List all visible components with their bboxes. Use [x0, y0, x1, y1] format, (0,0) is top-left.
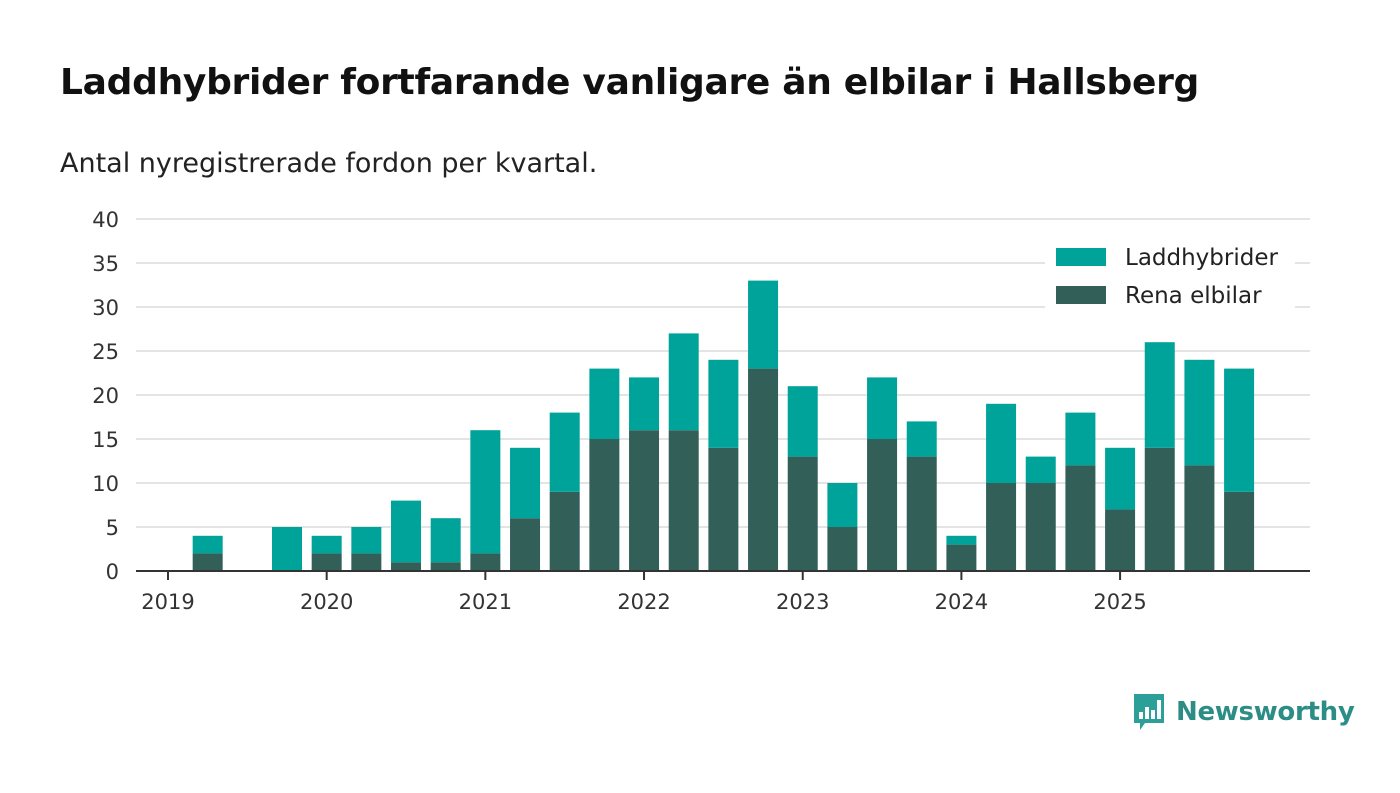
bar-laddhybrider	[192, 535, 223, 554]
bar-laddhybrider	[1065, 412, 1096, 466]
y-tick-label: 30	[92, 296, 119, 320]
bar-laddhybrider	[272, 527, 303, 571]
bar-rena-elbilar	[351, 553, 382, 571]
bar-rena-elbilar	[708, 447, 739, 571]
bar-laddhybrider	[510, 447, 541, 519]
bar-rena-elbilar	[589, 439, 620, 571]
bar-laddhybrider	[1184, 359, 1215, 466]
y-tick-label: 10	[92, 472, 119, 496]
bar-laddhybrider	[1025, 456, 1056, 483]
x-tick-label: 2020	[300, 590, 353, 614]
y-tick-label: 5	[106, 516, 119, 540]
bar-laddhybrider	[470, 430, 501, 554]
bar-rena-elbilar	[629, 430, 660, 571]
bar-rena-elbilar	[1025, 483, 1056, 571]
bar-laddhybrider	[827, 483, 858, 527]
x-tick-label: 2024	[935, 590, 988, 614]
legend-swatch	[1056, 248, 1106, 266]
bar-rena-elbilar	[430, 562, 461, 571]
y-tick-label: 0	[106, 560, 119, 584]
chart-subtitle: Antal nyregistrerade fordon per kvartal.	[60, 148, 598, 179]
bars	[192, 280, 1255, 571]
bar-laddhybrider	[1144, 342, 1175, 448]
bar-rena-elbilar	[1224, 491, 1255, 571]
legend-label: Rena elbilar	[1125, 283, 1262, 309]
bar-rena-elbilar	[668, 430, 699, 571]
bar-rena-elbilar	[311, 553, 342, 571]
bar-laddhybrider	[668, 333, 699, 431]
bar-chart-logo-icon	[1134, 694, 1164, 730]
bar-laddhybrider	[1105, 447, 1136, 510]
bar-laddhybrider	[748, 280, 779, 369]
x-tick-label: 2023	[776, 590, 829, 614]
bar-rena-elbilar	[1065, 465, 1096, 571]
y-tick-label: 35	[92, 252, 119, 276]
chart-title: Laddhybrider fortfarande vanligare än el…	[60, 62, 1199, 103]
bar-rena-elbilar	[391, 562, 422, 571]
bar-rena-elbilar	[510, 518, 541, 571]
bar-rena-elbilar	[1144, 447, 1175, 571]
bar-laddhybrider	[946, 535, 977, 545]
bar-rena-elbilar	[1184, 465, 1215, 571]
bar-laddhybrider	[430, 518, 461, 563]
y-axis-ticks: 0 5 10 15 20 25 30 35 40	[92, 208, 119, 584]
bar-rena-elbilar	[192, 553, 223, 571]
bar-laddhybrider	[906, 421, 937, 457]
legend-swatch	[1056, 286, 1106, 304]
bar-rena-elbilar	[906, 456, 937, 571]
bar-laddhybrider	[629, 377, 660, 431]
bar-laddhybrider	[351, 527, 382, 554]
bar-rena-elbilar	[1105, 509, 1136, 571]
bar-rena-elbilar	[549, 491, 580, 571]
legend-label: Laddhybrider	[1125, 245, 1278, 271]
bar-rena-elbilar	[986, 483, 1017, 571]
x-tick-label: 2022	[617, 590, 670, 614]
brand-logo: Newsworthy	[1132, 692, 1355, 732]
bar-rena-elbilar	[787, 456, 818, 571]
bar-laddhybrider	[1224, 368, 1255, 492]
x-tick-label: 2021	[459, 590, 512, 614]
y-tick-label: 40	[92, 208, 119, 232]
x-axis-ticks: 2019 2020 2021 2022 2023 2024 2025	[141, 571, 1147, 614]
bar-laddhybrider	[391, 500, 422, 563]
bar-laddhybrider	[708, 359, 739, 448]
y-tick-label: 25	[92, 340, 119, 364]
y-tick-label: 15	[92, 428, 119, 452]
bar-laddhybrider	[986, 403, 1017, 483]
bar-laddhybrider	[549, 412, 580, 492]
bar-rena-elbilar	[748, 368, 779, 571]
bar-rena-elbilar	[946, 544, 977, 571]
y-tick-label: 20	[92, 384, 119, 408]
bar-laddhybrider	[787, 386, 818, 457]
x-tick-label: 2019	[141, 590, 194, 614]
x-tick-label: 2025	[1093, 590, 1146, 614]
bar-rena-elbilar	[470, 553, 501, 571]
bar-laddhybrider	[589, 368, 620, 439]
bar-rena-elbilar	[867, 439, 898, 571]
brand-name: Newsworthy	[1176, 697, 1355, 727]
bar-rena-elbilar	[827, 527, 858, 571]
legend: Laddhybrider Rena elbilar	[1045, 238, 1295, 310]
bar-laddhybrider	[311, 535, 342, 554]
bar-laddhybrider	[867, 377, 898, 439]
